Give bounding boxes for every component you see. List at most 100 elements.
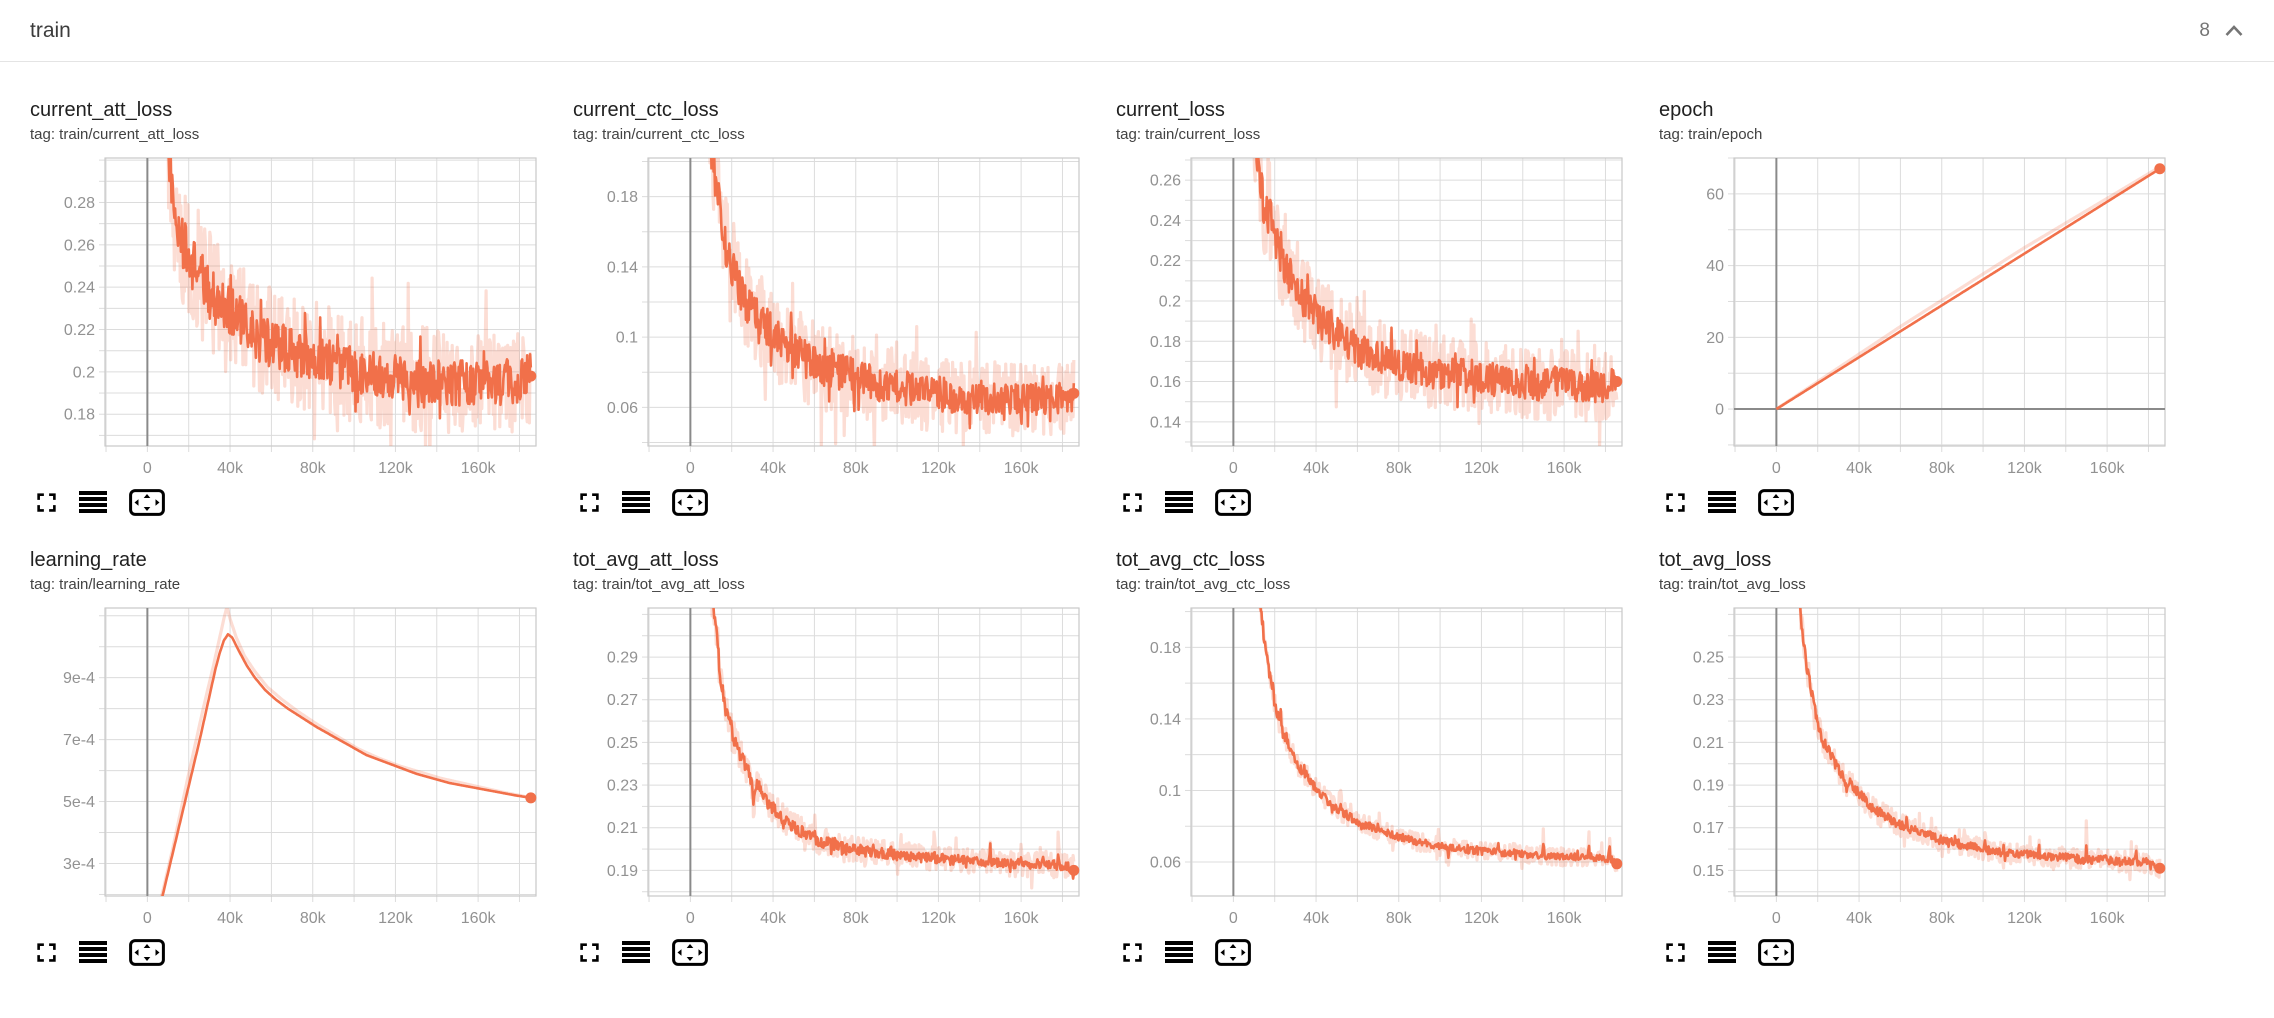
plot-border	[1733, 607, 2166, 897]
fit-domain-icon	[129, 488, 165, 516]
scalar-chart[interactable]: 0 40k 80k 120k 160k 0.06 0.1 0.14 0.18	[573, 150, 1103, 482]
fit-domain-icon	[672, 488, 708, 516]
x-tick-label: 160k	[1004, 910, 1040, 927]
x-tick-label: 160k	[461, 460, 497, 477]
x-tick-label: 40k	[1303, 460, 1330, 477]
fullscreen-icon	[37, 492, 56, 512]
chart-count-badge: 8	[2199, 19, 2210, 41]
expand-chart-button[interactable]	[579, 492, 600, 513]
expand-chart-button[interactable]	[36, 942, 57, 963]
fit-domain-button[interactable]	[1215, 488, 1251, 516]
x-tick-label: 160k	[2090, 910, 2126, 927]
expand-chart-button[interactable]	[1665, 492, 1686, 513]
y-tick-label: 5e-4	[63, 794, 95, 811]
plot-border	[647, 157, 1080, 447]
chart-card: learning_rate tag: train/learning_rate 0…	[30, 548, 560, 968]
chart-title: current_loss	[1116, 99, 1225, 121]
chart-tag: tag: train/current_loss	[1116, 126, 1261, 143]
y-tick-label: 0.24	[64, 280, 95, 297]
scalar-chart[interactable]: 0 40k 80k 120k 160k 0.18 0.2 0.22 0.24 0.26 0.28	[30, 150, 560, 482]
scalar-chart[interactable]: 0 40k 80k 120k 160k 0 20 40 60	[1659, 150, 2189, 482]
y-tick-label: 0.14	[1150, 711, 1181, 728]
y-tick-label: 0.2	[1159, 293, 1181, 310]
expand-chart-button[interactable]	[1122, 942, 1143, 963]
chart-toolbar	[1116, 936, 1646, 968]
y-tick-label: 0.21	[607, 820, 638, 837]
fit-domain-button[interactable]	[1758, 938, 1794, 966]
y-tick-label: 0.2	[73, 364, 95, 381]
fit-domain-button[interactable]	[129, 488, 165, 516]
y-tick-label: 60	[1706, 186, 1724, 203]
y-tick-label: 0.1	[1159, 783, 1181, 800]
end-marker	[525, 370, 537, 382]
charts-grid: current_att_loss tag: train/current_att_…	[0, 62, 2274, 968]
plot-border	[647, 607, 1080, 897]
y-tick-label: 0.15	[1693, 863, 1724, 880]
y-tick-label: 0.16	[1150, 374, 1181, 391]
chart-card: tot_avg_ctc_loss tag: train/tot_avg_ctc_…	[1116, 548, 1646, 968]
toggle-runs-button[interactable]	[622, 491, 650, 513]
fit-domain-icon	[129, 938, 165, 966]
x-tick-label: 120k	[921, 910, 957, 927]
x-tick-label: 160k	[461, 910, 497, 927]
chart-tag: tag: train/epoch	[1659, 126, 1763, 143]
runs-list-icon	[79, 941, 107, 963]
chart-title: current_att_loss	[30, 99, 173, 121]
fit-domain-button[interactable]	[129, 938, 165, 966]
toggle-runs-button[interactable]	[1165, 491, 1193, 513]
fit-domain-button[interactable]	[1215, 938, 1251, 966]
scalar-chart[interactable]: 0 40k 80k 120k 160k 0.06 0.1 0.14 0.18	[1116, 600, 1646, 932]
fullscreen-icon	[1666, 942, 1685, 962]
runs-list-icon	[1708, 491, 1736, 513]
toggle-runs-button[interactable]	[1708, 491, 1736, 513]
fullscreen-icon	[580, 942, 599, 962]
y-tick-label: 0.18	[1150, 640, 1181, 657]
fit-domain-button[interactable]	[672, 938, 708, 966]
chart-toolbar	[30, 486, 560, 518]
fit-domain-icon	[1215, 488, 1251, 516]
y-tick-label: 0.18	[607, 189, 638, 206]
x-tick-label: 120k	[921, 460, 957, 477]
plot-grid	[642, 607, 1080, 902]
x-tick-label: 0	[1772, 910, 1781, 927]
fit-domain-button[interactable]	[1758, 488, 1794, 516]
x-tick-label: 0	[143, 910, 152, 927]
scalar-chart[interactable]: 0 40k 80k 120k 160k 3e-4 5e-4 7e-4 9e-4	[30, 600, 560, 932]
runs-list-icon	[79, 491, 107, 513]
expand-chart-button[interactable]	[36, 492, 57, 513]
scalar-chart[interactable]: 0 40k 80k 120k 160k 0.15 0.17 0.19 0.21 0.23 0.25	[1659, 600, 2189, 932]
expand-chart-button[interactable]	[1122, 492, 1143, 513]
toggle-runs-button[interactable]	[79, 941, 107, 963]
end-marker	[1068, 387, 1080, 399]
end-marker	[525, 792, 537, 804]
chart-tag: tag: train/current_ctc_loss	[573, 126, 745, 143]
toggle-runs-button[interactable]	[1165, 941, 1193, 963]
x-tick-label: 0	[1229, 460, 1238, 477]
x-tick-label: 80k	[843, 910, 870, 927]
x-tick-label: 80k	[843, 460, 870, 477]
x-tick-label: 0	[686, 910, 695, 927]
scalar-chart[interactable]: 0 40k 80k 120k 160k 0.14 0.16 0.18 0.2 0.22 0.24 0.…	[1116, 150, 1646, 482]
section-title[interactable]: train	[30, 18, 71, 42]
end-marker	[2154, 163, 2166, 175]
toggle-runs-button[interactable]	[1708, 941, 1736, 963]
collapse-section-button[interactable]	[2222, 22, 2246, 39]
expand-chart-button[interactable]	[579, 942, 600, 963]
fullscreen-icon	[1123, 942, 1142, 962]
toggle-runs-button[interactable]	[79, 491, 107, 513]
fit-domain-button[interactable]	[672, 488, 708, 516]
y-tick-label: 0.17	[1693, 820, 1724, 837]
y-tick-label: 0.1	[616, 330, 638, 347]
fullscreen-icon	[580, 492, 599, 512]
x-tick-label: 80k	[1929, 910, 1956, 927]
section-header[interactable]: train 8	[0, 0, 2274, 62]
y-tick-label: 0.25	[1693, 650, 1724, 667]
scalar-chart[interactable]: 0 40k 80k 120k 160k 0.19 0.21 0.23 0.25 0.27 0.29	[573, 600, 1103, 932]
chart-title: current_ctc_loss	[573, 99, 719, 121]
y-tick-label: 0.18	[64, 407, 95, 424]
y-tick-label: 0.28	[64, 195, 95, 212]
toggle-runs-button[interactable]	[622, 941, 650, 963]
chart-card: current_att_loss tag: train/current_att_…	[30, 98, 560, 518]
smoothed-series-line	[1259, 608, 1618, 867]
expand-chart-button[interactable]	[1665, 942, 1686, 963]
